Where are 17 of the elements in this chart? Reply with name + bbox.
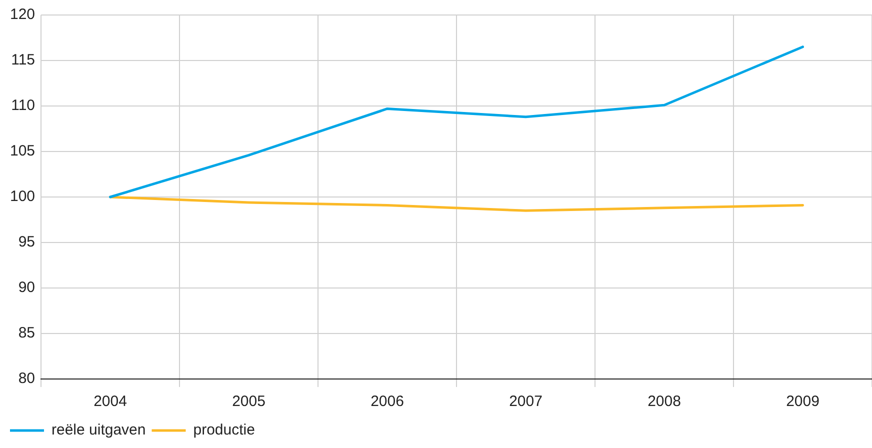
y-tick-label: 95 [18,234,36,251]
y-tick-label: 120 [10,6,36,24]
y-tick-label: 80 [18,370,36,388]
y-tick-label: 85 [18,324,36,342]
x-tick-label: 2005 [232,393,266,410]
y-tick-label: 100 [10,188,36,206]
y-tick-label: 115 [11,52,36,69]
x-tick-label: 2009 [786,393,820,410]
x-tick-label: 2006 [370,393,404,410]
legend-label: reële uitgaven [52,422,146,439]
legend-label: productie [193,422,255,439]
y-tick-label: 105 [10,142,36,160]
x-tick-label: 2007 [509,393,542,410]
x-tick-label: 2004 [94,393,127,410]
x-tick-label: 2008 [648,393,681,410]
y-tick-label: 110 [11,97,36,114]
y-tick-label: 90 [18,279,36,296]
